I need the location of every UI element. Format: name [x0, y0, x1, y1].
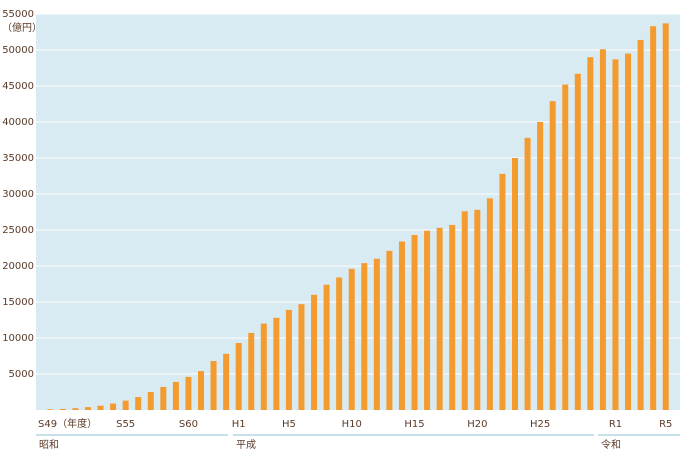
bar: [285, 309, 292, 410]
bar: [361, 263, 368, 410]
bar: [147, 392, 154, 410]
bar: [398, 241, 405, 410]
bar: [160, 386, 167, 410]
bar: [587, 57, 594, 410]
y-tick-label: 55000: [2, 9, 34, 20]
bar: [172, 381, 179, 410]
bar: [323, 284, 330, 410]
bar: [348, 268, 355, 410]
bar: [97, 405, 104, 410]
y-tick-label: 20000: [2, 261, 34, 272]
bar: [461, 211, 468, 410]
x-tick-label: R1: [609, 419, 622, 430]
x-tick-label: H10: [342, 419, 362, 430]
bar: [223, 353, 230, 410]
bar: [524, 137, 531, 410]
bar: [512, 158, 518, 410]
bar: [84, 407, 91, 410]
bar: [336, 277, 343, 410]
y-tick-label: 30000: [2, 189, 34, 200]
bar: [210, 361, 217, 410]
bar: [298, 304, 305, 410]
y-tick-label: 25000: [2, 225, 34, 236]
bar: [599, 49, 606, 410]
x-tick-label: R5: [659, 419, 672, 430]
bar: [185, 376, 192, 410]
bar: [411, 235, 418, 410]
bar: [373, 258, 380, 410]
era-label: 昭和: [39, 439, 59, 451]
bar: [549, 101, 556, 411]
bar: [386, 250, 393, 410]
bar: [198, 371, 204, 410]
y-tick-label: 5000: [9, 369, 34, 380]
bar: [574, 73, 581, 410]
bar: [637, 39, 644, 411]
bar: [612, 59, 619, 411]
bar: [311, 294, 318, 410]
bar: [474, 209, 481, 410]
x-tick-label: S49（年度）: [38, 417, 97, 430]
x-tick-label: H5: [282, 419, 296, 430]
y-tick-label: 40000: [2, 117, 34, 128]
bar: [122, 400, 129, 410]
y-tick-label: 15000: [2, 297, 34, 308]
bar: [135, 397, 142, 410]
era-label: 令和: [601, 438, 621, 451]
bar: [625, 53, 632, 410]
bar: [248, 332, 255, 410]
y-tick-label: 45000: [2, 81, 34, 92]
bar: [499, 173, 506, 410]
x-tick-label: H20: [467, 419, 487, 430]
bar: [562, 84, 569, 410]
bar: [260, 323, 267, 410]
x-tick-label: H25: [530, 419, 550, 430]
bar: [235, 343, 242, 410]
x-tick-label: H1: [232, 419, 246, 430]
bar: [449, 224, 456, 410]
x-tick-label: S55: [116, 419, 135, 430]
unit-label: （億円）: [2, 21, 42, 34]
bar: [47, 409, 54, 410]
y-tick-label: 50000: [2, 45, 34, 56]
bar: [59, 408, 66, 410]
bar: [72, 408, 79, 410]
x-tick-label: H15: [404, 419, 424, 430]
era-label: 平成: [236, 439, 256, 451]
y-tick-label: 35000: [2, 153, 34, 164]
bar: [110, 403, 117, 410]
bar: [486, 198, 493, 410]
y-tick-label: 10000: [2, 333, 34, 344]
plot-background: [36, 14, 680, 410]
bar: [424, 230, 431, 410]
x-tick-label: S60: [179, 419, 198, 430]
bar: [273, 317, 280, 410]
bar: [436, 227, 443, 410]
bar: [662, 23, 669, 411]
bar: [537, 122, 544, 410]
bar: [650, 26, 657, 411]
